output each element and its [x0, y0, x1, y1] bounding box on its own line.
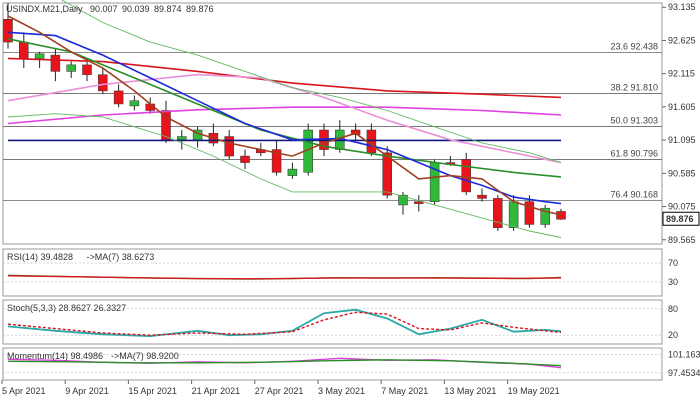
chart-title: USINDX.M21,Daily: [6, 4, 83, 14]
x-tick-label: 3 May 2021: [318, 386, 365, 396]
candlestick-series: [3, 3, 566, 231]
candle-body: [540, 207, 550, 225]
ma_red-line: [7, 57, 562, 99]
x-axis: 5 Apr 2021 9 Apr 2021 15 Apr 2021 21 Apr 20…: [1, 380, 560, 396]
candle-body: [19, 41, 29, 59]
rsi-ma-line: [7, 275, 562, 280]
y-tick-label: 89.565: [668, 235, 696, 245]
momentum-label: Momentum(14) 98.4986: [7, 351, 103, 361]
sma_dark_red-line: [7, 15, 562, 216]
candle-body: [240, 155, 250, 163]
candle-body: [3, 19, 13, 43]
bb_band-line: [60, 0, 562, 164]
candle-body: [461, 159, 471, 193]
stoch-d-line: [7, 311, 562, 336]
candle-body: [382, 152, 392, 196]
last-price-box: [662, 211, 700, 226]
candle-body: [82, 64, 92, 75]
candle-body: [113, 90, 124, 105]
ma_pink-line: [7, 73, 562, 164]
fib-level-label: 38.2 91.810: [610, 83, 658, 93]
main-panel-border: [2, 2, 663, 245]
candle-body: [366, 129, 377, 154]
x-tick-label: 7 May 2021: [381, 386, 428, 396]
level-label: 101.1635: [668, 350, 700, 360]
y-tick-label: 91.605: [668, 102, 696, 112]
main-price-panel: 93.135 92.625 92.115 91.605 91.095 90.585 90.0…: [2, 2, 700, 245]
ohlc-close: 89.876: [186, 4, 214, 14]
rsi-panel-border: [2, 248, 663, 297]
x-tick-label: 9 Apr 2021: [65, 386, 109, 396]
fib-level-label: 50.0 91.303: [610, 116, 658, 126]
candle-body: [50, 54, 61, 72]
candle-body: [287, 168, 298, 176]
y-tick-label: 92.625: [668, 35, 696, 45]
last-price-label: 89.876: [666, 214, 694, 224]
y-tick-label: 92.115: [668, 69, 695, 79]
momentum-ma-line: [7, 359, 562, 367]
fib-level-label: 76.4 90.168: [610, 189, 658, 199]
bb_band-line: [7, 113, 562, 238]
ma_magenta-line: [7, 106, 562, 125]
level-label: 20: [668, 330, 678, 340]
stoch-label: Stoch(5,3,3) 28.8627 26.3327: [7, 303, 126, 313]
x-tick-label: 5 Apr 2021: [2, 386, 46, 396]
ma_green-line: [7, 38, 562, 178]
candle-body: [66, 64, 76, 72]
moving-average-overlays: [7, 0, 562, 238]
candle-body: [398, 194, 408, 206]
x-tick-label: 19 May 2021: [508, 386, 560, 396]
candle-body: [271, 149, 282, 173]
y-tick-label: 93.135: [668, 2, 696, 12]
momentum-ma-label: ->MA(7) 98.9200: [111, 351, 179, 361]
candle-body: [508, 201, 519, 228]
candle-body: [493, 198, 503, 228]
candle-body: [224, 136, 234, 157]
candle-body: [98, 74, 108, 92]
x-tick-label: 21 Apr 2021: [192, 386, 241, 396]
y-tick-label: 91.095: [668, 135, 696, 145]
level-label: 97.4534: [668, 368, 700, 378]
rsi-panel: 70 30 RSI(14) 39.4828 ->MA(7) 38.6273: [2, 248, 678, 297]
x-tick-label: 27 Apr 2021: [255, 386, 304, 396]
candle-body: [524, 201, 535, 225]
candle-body: [129, 100, 140, 107]
y-tick-label: 90.075: [668, 202, 696, 212]
fib-level-label: 23.6 92.438: [610, 42, 658, 52]
candle-body: [177, 136, 187, 141]
level-label: 80: [668, 304, 678, 314]
momentum-panel: 101.1635 97.4534 Momentum(14) 98.4986 ->MA(…: [2, 347, 700, 381]
stochastic-panel: 80 20 Stoch(5,3,3) 28.8627 26.3327: [2, 299, 678, 345]
rsi-ma-label: ->MA(7) 38.6273: [87, 252, 155, 262]
x-tick-label: 13 May 2021: [444, 386, 496, 396]
ohlc-high: 90.039: [122, 4, 150, 14]
ohlc-open: 90.007: [90, 4, 118, 14]
stoch-panel-border: [2, 299, 663, 345]
candle-body: [477, 194, 487, 199]
level-label: 70: [668, 258, 678, 268]
fib-level-label: 61.8 90.796: [610, 149, 658, 159]
level-label: 30: [668, 277, 678, 287]
y-tick-label: 90.585: [668, 168, 696, 178]
ohlc-low: 89.874: [154, 4, 182, 14]
rsi-label: RSI(14) 39.4828: [7, 252, 73, 262]
candle-body: [414, 201, 424, 204]
mom-panel-border: [2, 347, 663, 381]
x-tick-label: 15 Apr 2021: [128, 386, 177, 396]
candle-body: [350, 129, 361, 135]
candle-body: [556, 211, 566, 220]
candle-body: [34, 53, 45, 59]
